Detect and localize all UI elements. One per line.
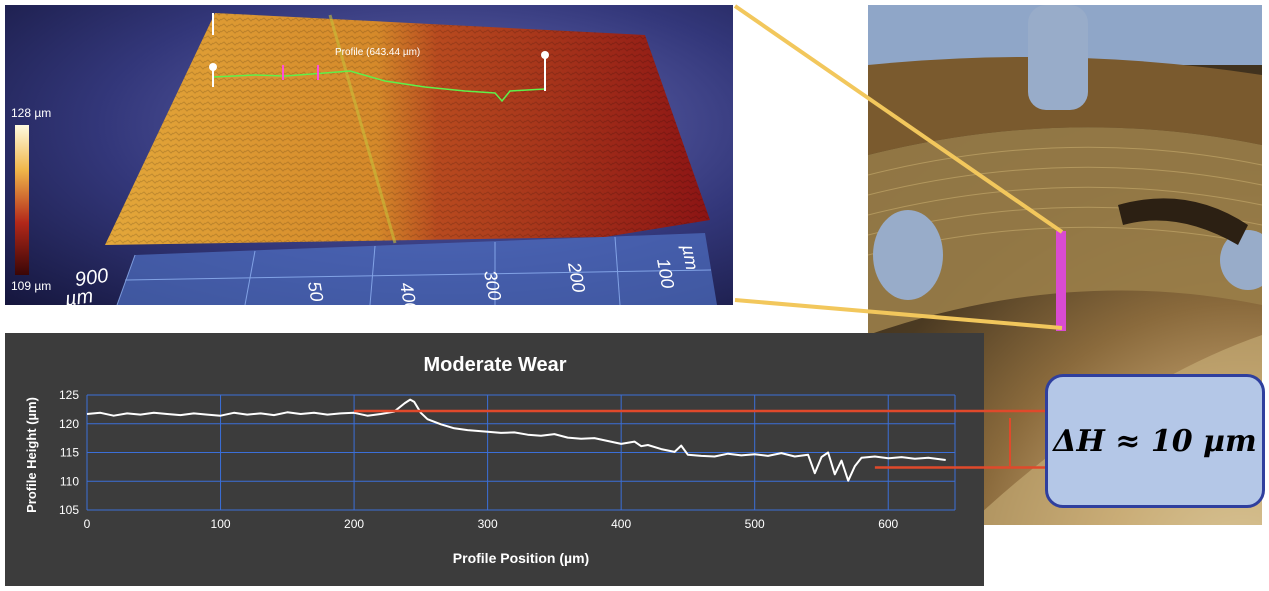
bearing-hole-right [1220,230,1262,290]
surface-texture [105,13,710,245]
y-tick-label: 120 [59,417,79,431]
x-tick-label: 200 [344,517,364,531]
chart-canvas: Moderate Wear Profile Position (µm) Prof… [24,354,956,566]
y-tick-label: 115 [60,446,79,460]
y-tick-label: 110 [60,474,79,488]
profile-marker-left-head [209,63,217,71]
bearing-slot [1028,5,1088,110]
chart-title: Moderate Wear [423,354,566,376]
x-tick-label: 0 [84,517,91,531]
x-tick-label: 500 [745,517,765,531]
base-grid [116,236,712,305]
surface-render [15,13,717,305]
x-tick-label: 100 [211,517,231,531]
surface-3d-view: 128 µm 109 µm Profile (643.44 µm) 900 µm… [5,5,733,305]
bearing-slot-dark [1118,198,1248,245]
chart-ylabel: Profile Height (µm) [24,397,39,513]
bearing-hole-left [873,210,943,300]
x-tick-label: 400 [611,517,631,531]
connector-top [733,4,1064,234]
profile-chart: Moderate Wear Profile Position (µm) Prof… [5,333,984,586]
colorbar-min-label: 109 µm [11,279,52,293]
profile-trace [212,70,546,103]
y-tick-label: 125 [59,388,79,402]
measurement-marker [1056,231,1066,331]
profile-length-label: Profile (643.44 µm) [335,47,421,58]
wear-step-edge [328,14,397,244]
connector-bottom [734,298,1063,330]
chart-xlabel: Profile Position (µm) [453,550,589,566]
x-tick-label: 600 [878,517,898,531]
profile-marker-right-head [541,51,549,59]
height-colorbar [15,125,29,275]
bearing-photo-icon [868,5,1262,525]
base-plane [117,233,717,305]
chart-ticks: 105 110 115 120 125 0 100 200 300 400 500 600 [59,388,899,531]
chart-grid [86,394,956,511]
reference-lines [354,409,1046,469]
profile-height-line [86,398,946,482]
chart-series [86,398,946,482]
x-tick-label: 300 [478,517,498,531]
y-tick-label: 105 [59,503,79,517]
delta-h-callout: ΔH ≈ 10 µm [1045,374,1265,508]
colorbar-max-label: 128 µm [11,106,52,120]
